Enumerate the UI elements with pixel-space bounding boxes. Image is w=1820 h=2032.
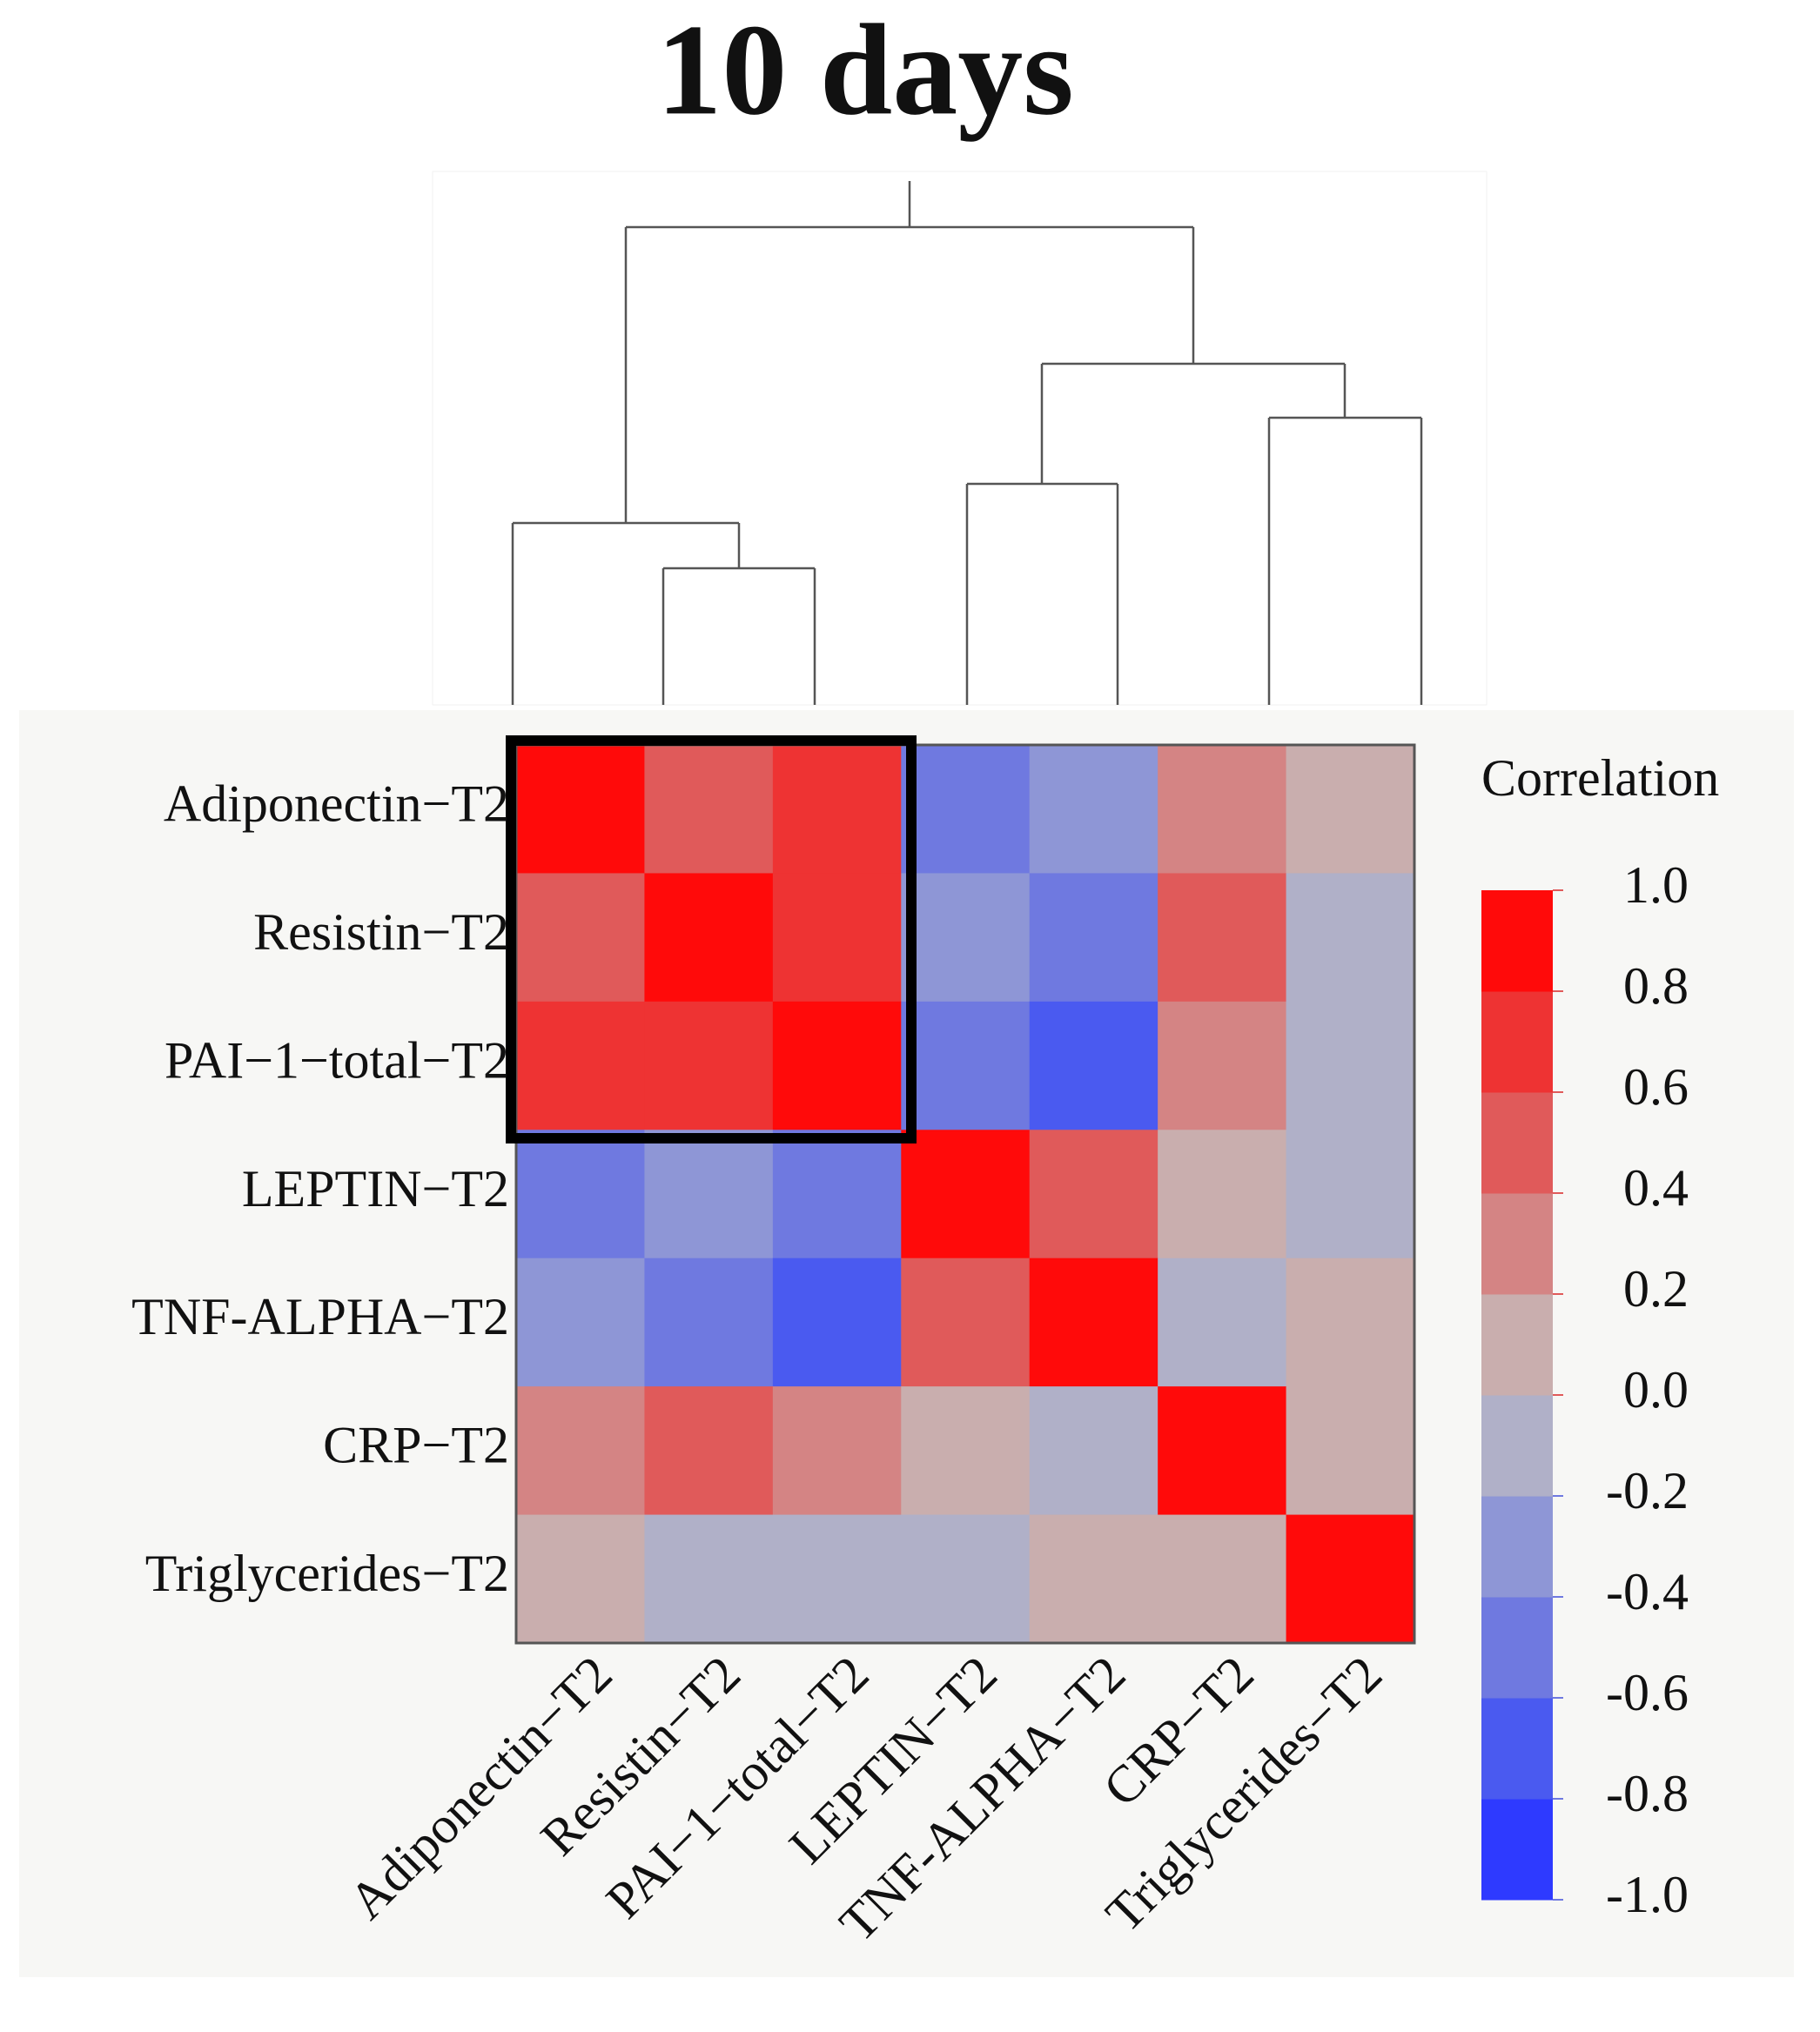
colorbar-tick-label: 0.4 (1623, 1159, 1689, 1217)
cell (772, 745, 902, 874)
cell (1158, 1257, 1287, 1387)
cell (516, 745, 645, 874)
colorbar-tick-label: 0.8 (1623, 957, 1689, 1015)
cell (1158, 873, 1287, 1003)
cell (516, 873, 645, 1003)
colorbar-bin (1481, 1496, 1553, 1598)
cluster-box (506, 735, 917, 1143)
cell (1029, 1514, 1158, 1644)
cell (1286, 1130, 1415, 1259)
cell (901, 1001, 1031, 1130)
cell (1029, 873, 1158, 1003)
dendrogram-panel (432, 171, 1488, 706)
cell (516, 1386, 645, 1516)
row-label: Triglycerides−T2 (145, 1545, 509, 1602)
cell (1029, 1386, 1158, 1516)
colorbar-bin (1481, 1294, 1553, 1396)
cell (1286, 1001, 1415, 1130)
cell (772, 1130, 902, 1259)
cell (644, 873, 774, 1003)
colorbar-tick-label: -1.0 (1606, 1866, 1689, 1923)
cell (772, 873, 902, 1003)
cell (644, 1130, 774, 1259)
cell (1158, 1130, 1287, 1259)
cell (1029, 1001, 1158, 1130)
colorbar-tick-label: -0.4 (1606, 1563, 1689, 1620)
colorbar-tick-label: 1.0 (1623, 856, 1689, 914)
cell (1029, 1130, 1158, 1259)
cell (516, 1257, 645, 1387)
cell (644, 1001, 774, 1130)
cell (772, 1001, 902, 1130)
chart-title: 10 days (656, 0, 1073, 142)
cell (1158, 1514, 1287, 1644)
cell (901, 1514, 1031, 1644)
cell (772, 1257, 902, 1387)
colorbar-bin (1481, 890, 1553, 992)
cell (644, 1386, 774, 1516)
cell (1286, 745, 1415, 874)
cell (644, 1257, 774, 1387)
cell (772, 1386, 902, 1516)
cell (516, 1514, 645, 1644)
colorbar-bin (1481, 1193, 1553, 1295)
colorbar-tick-label: 0.6 (1623, 1058, 1689, 1116)
cell (1158, 1001, 1287, 1130)
row-label: LEPTIN−T2 (242, 1160, 509, 1217)
colorbar-tick-label: -0.2 (1606, 1462, 1689, 1519)
cell (644, 1514, 774, 1644)
row-label: PAI−1−total−T2 (165, 1031, 509, 1089)
colorbar-bin (1481, 1799, 1553, 1901)
colorbar-bin (1481, 1597, 1553, 1699)
cell (901, 873, 1031, 1003)
row-label: Resistin−T2 (253, 903, 509, 961)
cell (1029, 1257, 1158, 1387)
colorbar-bin (1481, 991, 1553, 1093)
cell (772, 1514, 902, 1644)
cell (901, 1386, 1031, 1516)
cell (1158, 745, 1287, 874)
cell (516, 1130, 645, 1259)
cell (901, 745, 1031, 874)
legend-title: Correlation (1481, 749, 1719, 807)
cell (1158, 1386, 1287, 1516)
cell (644, 745, 774, 874)
colorbar-bin (1481, 1698, 1553, 1800)
cell (516, 1001, 645, 1130)
colorbar-tick-label: -0.6 (1606, 1664, 1689, 1721)
colorbar-tick-label: 0.2 (1623, 1260, 1689, 1318)
row-label: CRP−T2 (323, 1417, 509, 1474)
cell (1286, 1514, 1415, 1644)
cell (1286, 873, 1415, 1003)
cell (901, 1130, 1031, 1259)
colorbar-bin (1481, 1092, 1553, 1194)
colorbar-tick-label: -0.8 (1606, 1765, 1689, 1822)
heatmap-border (514, 743, 1416, 1645)
row-label: Adiponectin−T2 (164, 775, 509, 832)
cell (1286, 1257, 1415, 1387)
row-label: TNF-ALPHA−T2 (131, 1288, 509, 1345)
dendrogram (511, 181, 1423, 705)
cell (901, 1257, 1031, 1387)
cell (1029, 745, 1158, 874)
cell (1286, 1386, 1415, 1516)
colorbar-bin (1481, 1395, 1553, 1497)
colorbar-tick-label: 0.0 (1623, 1361, 1689, 1418)
